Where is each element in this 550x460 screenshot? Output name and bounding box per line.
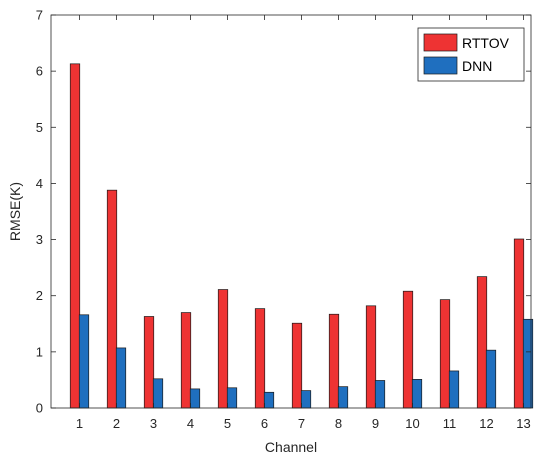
x-tick-label-3: 3 <box>150 416 157 431</box>
legend-label-rttov: RTTOV <box>462 35 510 51</box>
bar-rttov-10 <box>402 290 414 409</box>
bar-rttov-11 <box>439 299 451 409</box>
bar-dnn-7 <box>300 390 312 409</box>
legend-swatch-rttov <box>423 33 458 52</box>
y-tick-label-4: 4 <box>36 176 43 191</box>
y-tick-label-6: 6 <box>36 64 43 79</box>
bar-rttov-4 <box>180 312 192 409</box>
bar-rttov-5 <box>217 289 229 409</box>
bar-rttov-6 <box>254 308 266 409</box>
x-tick-label-13: 13 <box>516 416 530 431</box>
y-tick-label-5: 5 <box>36 120 43 135</box>
x-tick-label-4: 4 <box>187 416 194 431</box>
y-tick-label-7: 7 <box>36 8 43 23</box>
bar-rttov-8 <box>328 313 340 409</box>
bar-dnn-9 <box>374 380 386 409</box>
bar-dnn-1 <box>78 314 90 409</box>
y-tick-label-1: 1 <box>36 344 43 359</box>
x-tick-label-2: 2 <box>113 416 120 431</box>
bar-dnn-10 <box>411 379 423 409</box>
bar-dnn-8 <box>337 386 349 409</box>
legend-label-dnn: DNN <box>462 58 492 74</box>
x-axis-title: Channel <box>265 439 317 455</box>
bar-rttov-1 <box>69 63 81 409</box>
x-tick-label-12: 12 <box>479 416 493 431</box>
y-tick-label-2: 2 <box>36 288 43 303</box>
y-tick-label-0: 0 <box>36 401 43 416</box>
bar-rttov-7 <box>291 322 303 409</box>
bar-rttov-12 <box>476 276 488 409</box>
bar-rttov-3 <box>143 316 155 409</box>
bar-dnn-2 <box>115 347 127 409</box>
bar-dnn-12 <box>485 349 497 409</box>
bar-dnn-4 <box>189 388 201 409</box>
x-tick-label-9: 9 <box>372 416 379 431</box>
bar-dnn-6 <box>263 391 275 409</box>
bar-rttov-13 <box>513 238 525 409</box>
y-tick-label-3: 3 <box>36 232 43 247</box>
bar-rttov-9 <box>365 305 377 409</box>
bar-dnn-5 <box>226 387 238 409</box>
legend: RTTOV DNN <box>417 27 525 82</box>
x-tick-label-5: 5 <box>224 416 231 431</box>
x-tick-label-10: 10 <box>405 416 419 431</box>
legend-swatch-dnn <box>423 56 458 75</box>
y-axis-title: RMSE(K) <box>7 182 23 241</box>
x-tick-label-8: 8 <box>335 416 342 431</box>
bar-dnn-11 <box>448 370 460 409</box>
x-tick-label-6: 6 <box>261 416 268 431</box>
bar-rttov-2 <box>106 189 118 409</box>
x-tick-label-11: 11 <box>443 416 457 431</box>
x-tick-label-1: 1 <box>76 416 83 431</box>
bar-dnn-3 <box>152 378 164 409</box>
x-tick-label-7: 7 <box>298 416 305 431</box>
axes-box <box>50 14 532 409</box>
